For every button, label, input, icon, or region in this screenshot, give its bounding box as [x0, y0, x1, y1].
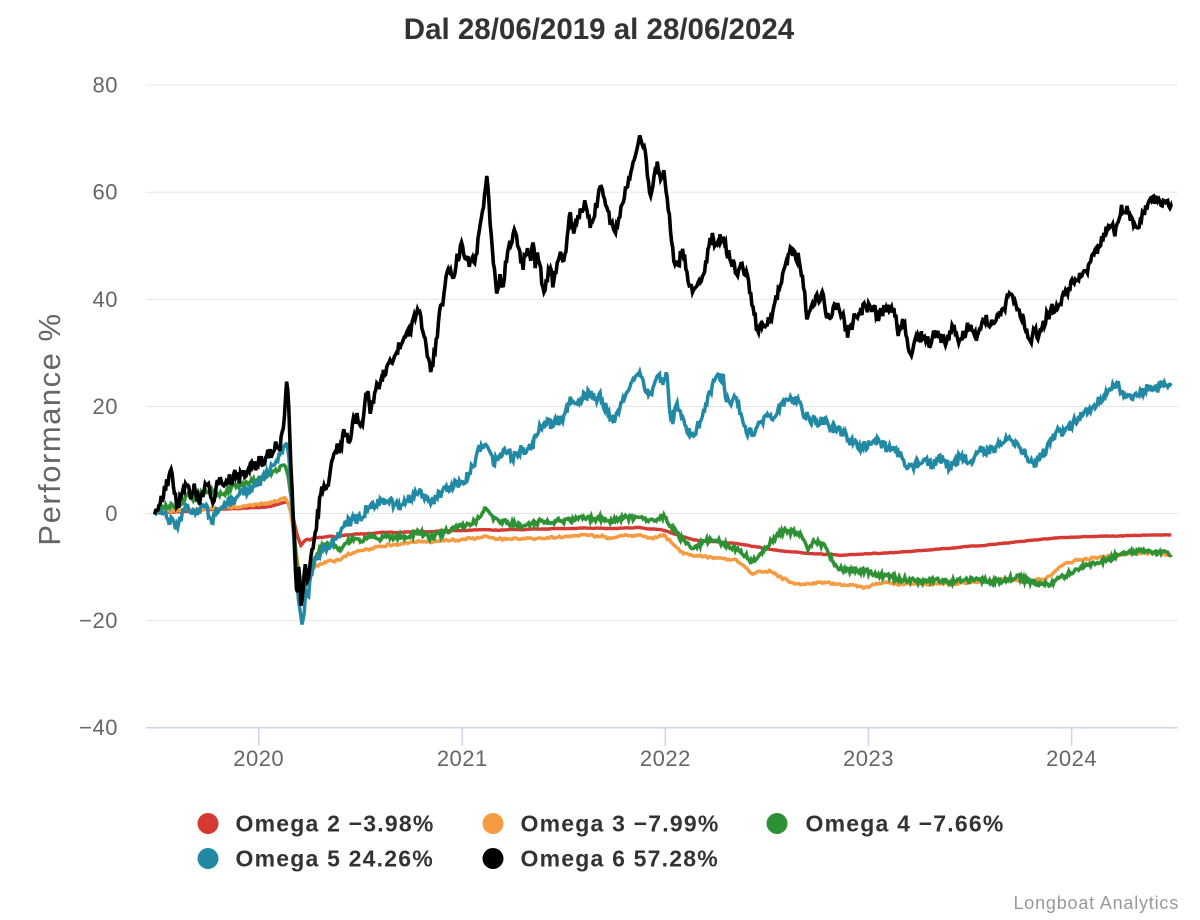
svg-text:2021: 2021 [437, 746, 488, 771]
svg-text:40: 40 [93, 287, 118, 312]
svg-text:0: 0 [105, 501, 118, 526]
svg-text:Dal 28/06/2019 al 28/06/2024: Dal 28/06/2019 al 28/06/2024 [404, 13, 795, 46]
svg-text:Omega 6 57.28%: Omega 6 57.28% [521, 846, 719, 872]
svg-text:Omega 2 −3.98%: Omega 2 −3.98% [236, 811, 435, 837]
svg-text:2020: 2020 [233, 746, 284, 771]
svg-text:2023: 2023 [843, 746, 894, 771]
svg-text:60: 60 [93, 180, 118, 205]
svg-text:Longboat Analytics: Longboat Analytics [1013, 893, 1179, 913]
svg-text:Omega 4 −7.66%: Omega 4 −7.66% [806, 811, 1005, 837]
svg-text:−20: −20 [79, 608, 118, 633]
svg-text:Omega 3 −7.99%: Omega 3 −7.99% [521, 811, 720, 837]
svg-text:2022: 2022 [640, 746, 691, 771]
svg-text:20: 20 [93, 394, 118, 419]
svg-text:−40: −40 [79, 715, 118, 740]
svg-text:Omega 5 24.26%: Omega 5 24.26% [236, 846, 434, 872]
svg-text:80: 80 [93, 73, 118, 98]
svg-text:2024: 2024 [1046, 746, 1097, 771]
svg-text:Performance %: Performance % [32, 312, 67, 545]
